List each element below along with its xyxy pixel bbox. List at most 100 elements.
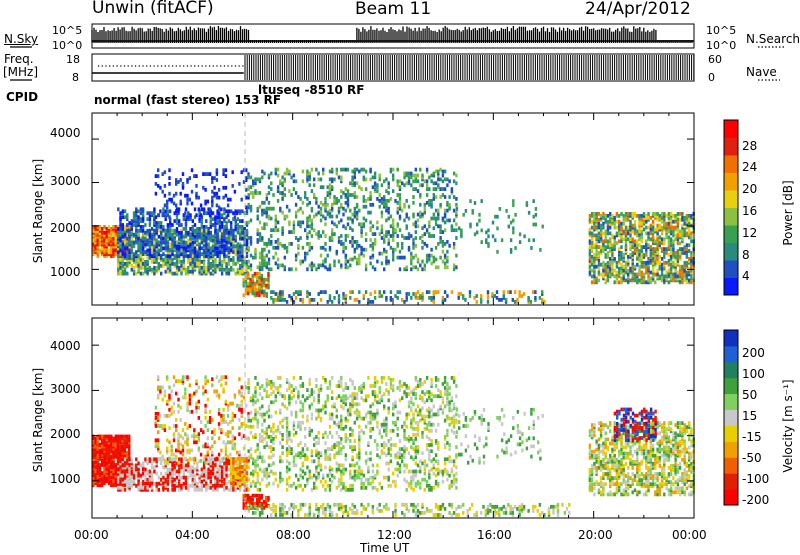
power-cell: [112, 237, 114, 241]
velocity-cell: [168, 408, 170, 412]
power-cell: [412, 179, 414, 183]
velocity-cell: [167, 480, 169, 484]
power-cell: [257, 215, 259, 219]
power-cell: [302, 170, 304, 174]
power-cell: [266, 215, 268, 219]
power-cell: [180, 260, 182, 264]
power-cell: [632, 245, 634, 249]
velocity-cell: [124, 435, 126, 439]
power-cell: [444, 178, 446, 182]
velocity-cell: [180, 418, 182, 422]
velocity-cell: [219, 472, 221, 476]
power-cell: [345, 294, 347, 298]
velocity-cell: [210, 462, 212, 466]
power-cell: [333, 296, 335, 300]
power-cell: [133, 270, 135, 274]
velocity-cell: [202, 392, 204, 396]
power-cell: [171, 233, 173, 237]
power-cell: [410, 234, 412, 238]
velocity-cell: [117, 468, 119, 472]
power-cell: [168, 168, 170, 172]
power-cell: [433, 260, 435, 264]
power-cell: [151, 258, 153, 262]
velocity-cell: [144, 482, 146, 486]
power-cell: [403, 267, 405, 271]
power-cell: [119, 266, 121, 270]
power-cell: [180, 231, 182, 235]
velocity-cell: [128, 468, 130, 472]
power-cell: [275, 298, 277, 302]
power-cell: [288, 267, 290, 271]
power-cell: [625, 232, 627, 236]
power-cell: [331, 185, 333, 189]
power-cell: [261, 274, 263, 278]
power-cell: [140, 272, 142, 276]
power-cell: [235, 239, 237, 243]
power-cell: [189, 198, 191, 202]
power-cell: [688, 271, 690, 275]
power-cell: [284, 265, 286, 269]
power-cell: [623, 277, 625, 281]
power-cell: [645, 214, 647, 218]
power-cell: [183, 241, 185, 245]
power-cell: [288, 209, 290, 213]
power-cell: [187, 239, 189, 243]
power-cell: [354, 181, 356, 185]
power-cell: [122, 243, 124, 247]
power-cell: [247, 272, 249, 276]
power-cell: [659, 214, 661, 218]
power-cell: [324, 197, 326, 201]
power-cell: [295, 296, 297, 300]
velocity-cell: [195, 379, 197, 383]
power-cell: [214, 239, 216, 243]
power-cell: [390, 296, 392, 300]
power-cell: [533, 238, 535, 242]
power-cell: [347, 234, 349, 238]
power-cell: [101, 227, 103, 231]
power-cell: [629, 220, 631, 224]
velocity-cell: [178, 482, 180, 486]
power-cell: [189, 243, 191, 247]
power-cell: [627, 273, 629, 277]
power-cell: [512, 298, 514, 302]
power-cell: [616, 261, 618, 265]
velocity-cell: [198, 386, 200, 390]
power-cell: [293, 230, 295, 234]
power-cell: [169, 209, 171, 213]
power-cell: [385, 199, 387, 203]
power-cell: [625, 243, 627, 247]
power-cell: [426, 244, 428, 248]
power-cell: [688, 230, 690, 234]
power-cell: [164, 204, 166, 208]
velocity-cell: [196, 466, 198, 470]
power-cell: [169, 221, 171, 225]
power-cell: [408, 236, 410, 240]
velocity-cell: [140, 474, 142, 478]
power-cell: [281, 226, 283, 230]
power-cell: [656, 228, 658, 232]
power-cell: [668, 230, 670, 234]
velocity-cell: [204, 461, 206, 465]
power-cell: [424, 267, 426, 271]
power-cell: [401, 209, 403, 213]
power-cell: [165, 217, 167, 221]
power-cell: [309, 230, 311, 234]
velocity-cell: [189, 402, 191, 406]
power-cell: [225, 262, 227, 266]
power-cell: [616, 271, 618, 275]
velocity-cell: [126, 435, 128, 439]
power-cell: [616, 241, 618, 245]
velocity-cell: [157, 386, 159, 390]
power-cell: [365, 219, 367, 223]
power-cell: [272, 207, 274, 211]
velocity-cell: [158, 482, 160, 486]
power-cell: [659, 275, 661, 279]
velocity-cell: [149, 470, 151, 474]
power-cell: [478, 219, 480, 223]
power-cell: [133, 223, 135, 227]
power-cell: [263, 201, 265, 205]
power-cell: [372, 300, 374, 304]
power-cell: [160, 272, 162, 276]
power-cell: [232, 256, 234, 260]
power-cell: [663, 279, 665, 283]
